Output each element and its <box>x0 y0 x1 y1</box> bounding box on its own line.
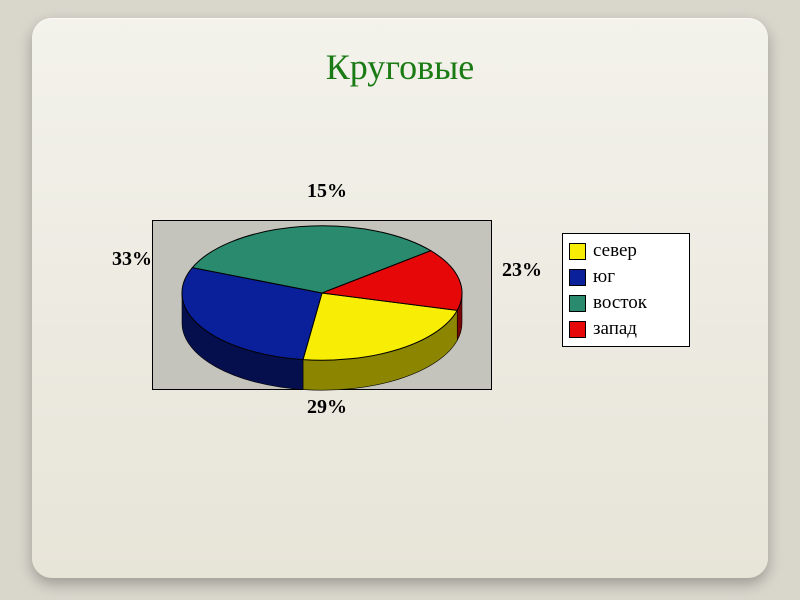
card-panel: Круговые 23% 29% 33% 15% север юг восток… <box>32 18 768 578</box>
legend-swatch-yug <box>569 269 586 286</box>
chart-plot: 23% 29% 33% 15% <box>152 198 492 438</box>
pct-label-vostok: 33% <box>112 248 152 271</box>
legend-label: запад <box>593 318 637 340</box>
legend-item: восток <box>569 290 683 316</box>
pct-label-yug: 29% <box>307 396 347 419</box>
legend-label: юг <box>593 266 615 288</box>
legend-item: запад <box>569 316 683 342</box>
pct-label-sever: 23% <box>502 259 542 282</box>
legend-swatch-sever <box>569 243 586 260</box>
legend-item: юг <box>569 264 683 290</box>
legend-label: восток <box>593 292 647 314</box>
legend-item: север <box>569 238 683 264</box>
pct-label-zapad: 15% <box>307 180 347 203</box>
legend-swatch-zapad <box>569 321 586 338</box>
legend-label: север <box>593 240 637 262</box>
legend: север юг восток запад <box>562 233 690 347</box>
chart-title: Круговые <box>32 46 768 88</box>
legend-swatch-vostok <box>569 295 586 312</box>
